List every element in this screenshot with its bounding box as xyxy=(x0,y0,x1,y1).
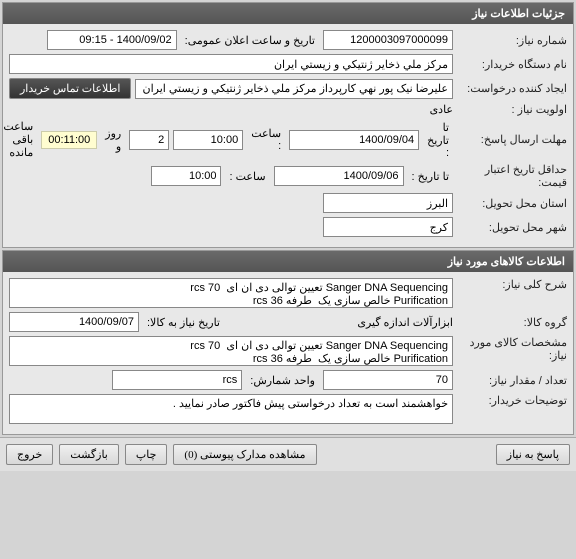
notes-label: توضیحات خریدار: xyxy=(457,394,567,407)
unit-label: واحد شمارش: xyxy=(246,374,319,387)
panel1-body: شماره نیاز: تاریخ و ساعت اعلان عمومی: نا… xyxy=(3,24,573,247)
desc-label: شرح کلی نیاز: xyxy=(457,278,567,291)
row-need-no: شماره نیاز: تاریخ و ساعت اعلان عمومی: xyxy=(9,30,567,50)
panel2-body: شرح کلی نیاز: گروه کالا: ابزارآلات انداز… xyxy=(3,272,573,434)
requester-label: ایجاد کننده درخواست: xyxy=(457,82,567,95)
priority-value: عادی xyxy=(430,103,453,116)
row-qty: تعداد / مقدار نیاز: واحد شمارش: xyxy=(9,370,567,390)
deadline-date-field[interactable] xyxy=(289,130,419,150)
contact-buyer-button[interactable]: اطلاعات تماس خریدار xyxy=(9,78,131,99)
city-label: شهر محل تحویل: xyxy=(457,221,567,234)
province-field[interactable] xyxy=(323,193,453,213)
validity-date-field[interactable] xyxy=(274,166,404,186)
desc-field[interactable] xyxy=(9,278,453,308)
row-group: گروه کالا: ابزارآلات اندازه گیری تاریخ ن… xyxy=(9,312,567,332)
group-label: گروه کالا: xyxy=(457,316,567,329)
footer-bar: پاسخ به نیاز مشاهده مدارک پیوستی (0) چاپ… xyxy=(0,437,576,471)
until-label: تا تاریخ : xyxy=(423,121,453,159)
unit-field[interactable] xyxy=(112,370,242,390)
group-value: ابزارآلات اندازه گیری xyxy=(228,316,453,329)
validity-time-field[interactable] xyxy=(151,166,221,186)
priority-label: اولویت نیاز : xyxy=(457,103,567,116)
row-requester: ایجاد کننده درخواست: اطلاعات تماس خریدار xyxy=(9,78,567,99)
exit-button[interactable]: خروج xyxy=(6,444,53,465)
footer-right: پاسخ به نیاز xyxy=(496,444,570,465)
remaining-label: ساعت باقی مانده xyxy=(0,120,37,159)
requester-field[interactable] xyxy=(135,79,453,99)
print-button[interactable]: چاپ xyxy=(125,444,168,465)
row-province: استان محل تحویل: xyxy=(9,193,567,213)
items-panel: اطلاعات کالاهای مورد نیاز شرح کلی نیاز: … xyxy=(2,250,574,435)
row-buyer: نام دستگاه خریدار: xyxy=(9,54,567,74)
qty-field[interactable] xyxy=(323,370,453,390)
row-priority: اولویت نیاز : عادی xyxy=(9,103,567,116)
need-date-field[interactable] xyxy=(9,312,139,332)
respond-button[interactable]: پاسخ به نیاز xyxy=(496,444,570,465)
spec-label: مشخصات کالای مورد نیاز: xyxy=(457,336,567,362)
deadline-time-field[interactable] xyxy=(173,130,243,150)
panel1-header: جزئیات اطلاعات نیاز xyxy=(3,3,573,24)
row-desc: شرح کلی نیاز: xyxy=(9,278,567,308)
buyer-field[interactable] xyxy=(9,54,453,74)
panel2-header: اطلاعات کالاهای مورد نیاز xyxy=(3,251,573,272)
need-date-label: تاریخ نیاز به کالا: xyxy=(143,316,224,329)
need-no-field[interactable] xyxy=(323,30,453,50)
days-field[interactable] xyxy=(129,130,169,150)
validity-label: حداقل تاریخ اعتبار قیمت: xyxy=(457,163,567,189)
buyer-label: نام دستگاه خریدار: xyxy=(457,58,567,71)
deadline-label: مهلت ارسال پاسخ: xyxy=(457,133,567,146)
qty-label: تعداد / مقدار نیاز: xyxy=(457,374,567,387)
row-notes: توضیحات خریدار: xyxy=(9,394,567,424)
row-spec: مشخصات کالای مورد نیاز: xyxy=(9,336,567,366)
row-city: شهر محل تحویل: xyxy=(9,217,567,237)
back-button[interactable]: بازگشت xyxy=(59,444,119,465)
row-validity: حداقل تاریخ اعتبار قیمت: تا تاریخ : ساعت… xyxy=(9,163,567,189)
spec-field[interactable] xyxy=(9,336,453,366)
need-details-panel: جزئیات اطلاعات نیاز شماره نیاز: تاریخ و … xyxy=(2,2,574,248)
announce-label: تاریخ و ساعت اعلان عمومی: xyxy=(181,34,319,47)
validity-time-label: ساعت : xyxy=(225,170,269,183)
notes-field[interactable] xyxy=(9,394,453,424)
remaining-time-badge: 00:11:00 xyxy=(41,131,97,149)
need-no-label: شماره نیاز: xyxy=(457,34,567,47)
validity-until-label: تا تاریخ : xyxy=(408,170,453,183)
row-deadline: مهلت ارسال پاسخ: تا تاریخ : ساعت : روز و… xyxy=(9,120,567,159)
deadline-time-label: ساعت : xyxy=(247,127,285,152)
city-field[interactable] xyxy=(323,217,453,237)
province-label: استان محل تحویل: xyxy=(457,197,567,210)
days-label: روز و xyxy=(101,127,125,153)
footer-left: مشاهده مدارک پیوستی (0) چاپ بازگشت خروج xyxy=(6,444,317,465)
attachments-button[interactable]: مشاهده مدارک پیوستی (0) xyxy=(173,444,316,465)
announce-field[interactable] xyxy=(47,30,177,50)
